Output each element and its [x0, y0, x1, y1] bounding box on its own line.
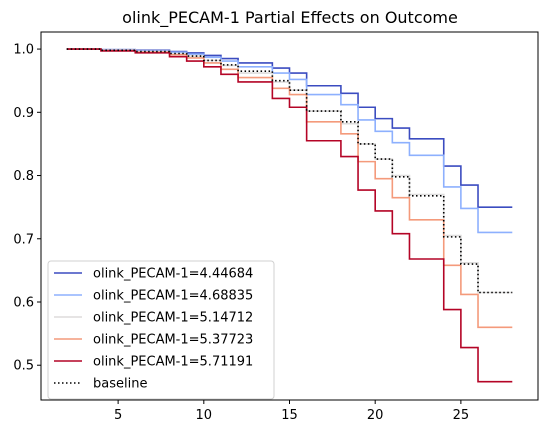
x-axis: 5 10 15 20 25 — [114, 400, 469, 423]
legend-label-3: olink_PECAM-1=5.37723 — [93, 333, 253, 348]
y-axis: 0.5 0.6 0.7 0.8 0.9 1.0 — [13, 43, 41, 374]
legend-label-1: olink_PECAM-1=4.68835 — [93, 289, 253, 304]
legend-label-5: baseline — [93, 377, 147, 392]
legend-box — [47, 260, 275, 400]
series-line-3 — [66, 48, 513, 329]
x-tick-label: 5 — [114, 408, 122, 423]
y-tick-label: 0.6 — [13, 295, 34, 310]
y-tick-label: 0.8 — [13, 169, 34, 184]
x-tick-label: 20 — [367, 408, 384, 423]
legend: olink_PECAM-1=4.44684 olink_PECAM-1=4.688… — [47, 260, 275, 400]
y-tick-label: 0.5 — [13, 359, 34, 374]
y-tick-label: 0.9 — [13, 106, 34, 121]
legend-label-0: olink_PECAM-1=4.44684 — [93, 267, 253, 282]
legend-label-4: olink_PECAM-1=5.71191 — [93, 355, 253, 370]
x-tick-label: 15 — [281, 408, 298, 423]
series-line-4 — [66, 48, 513, 383]
y-tick-label: 0.7 — [13, 232, 34, 247]
series-line-5 — [66, 48, 513, 294]
y-tick-label: 1.0 — [13, 43, 34, 58]
series-line-2 — [66, 48, 513, 294]
x-tick-label: 10 — [196, 408, 213, 423]
series-layer — [66, 48, 513, 383]
chart-title: olink_PECAM-1 Partial Effects on Outcome — [122, 8, 458, 28]
legend-label-2: olink_PECAM-1=5.14712 — [93, 311, 253, 326]
x-tick-label: 25 — [453, 408, 470, 423]
series-line-1 — [66, 48, 513, 234]
